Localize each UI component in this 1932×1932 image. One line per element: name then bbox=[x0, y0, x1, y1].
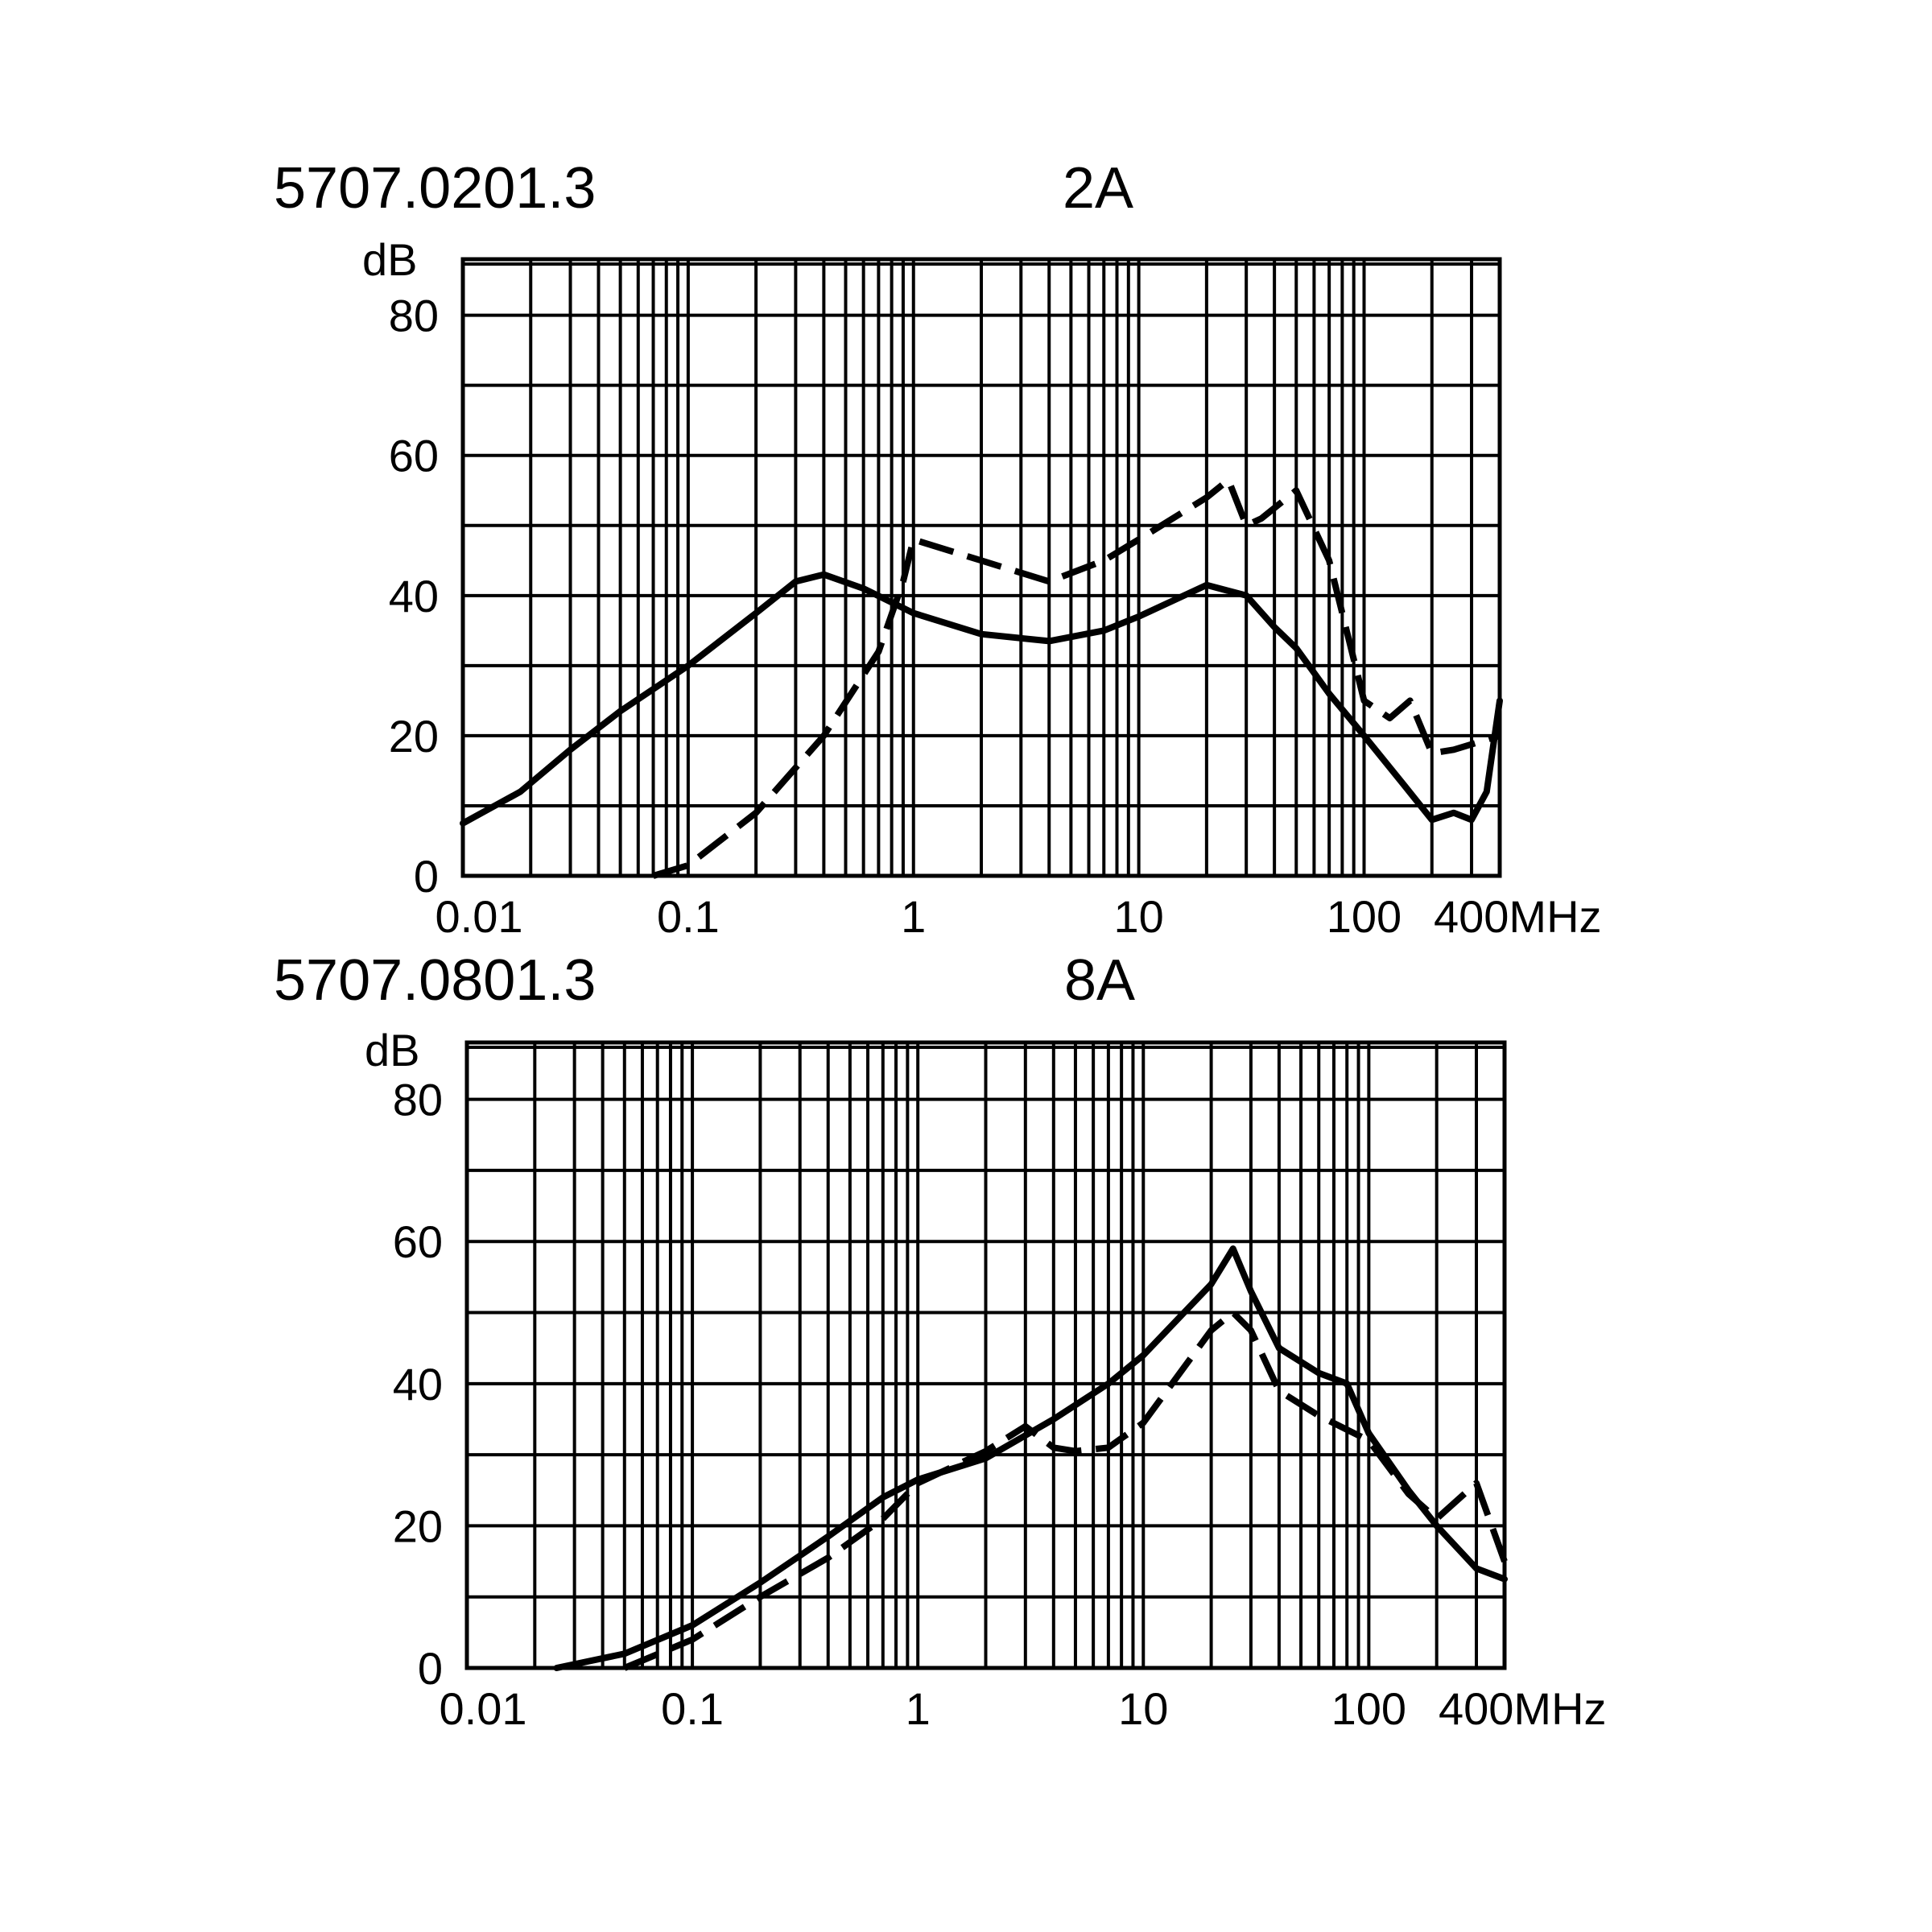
x-tick-label: 0.01 bbox=[440, 1683, 527, 1734]
chart-title: 5707.0801.3 bbox=[274, 948, 596, 1013]
y-tick-label: 20 bbox=[393, 1501, 443, 1551]
y-tick-labels: 0 20 40 60 80 bbox=[393, 1075, 443, 1694]
y-tick-label: 40 bbox=[393, 1359, 443, 1410]
chart-subtitle: 8A bbox=[1064, 948, 1135, 1013]
y-tick-label: 80 bbox=[389, 291, 439, 341]
x-tick-label: 10 bbox=[1118, 1683, 1168, 1734]
x-tick-label: 0.1 bbox=[657, 891, 720, 942]
x-tick-label: 0.01 bbox=[436, 891, 523, 942]
dashed-series-line bbox=[652, 477, 1501, 879]
plot-frame bbox=[460, 257, 1502, 878]
x-tick-label: 100 bbox=[1327, 891, 1402, 942]
x-tick-labels: 0.01 0.1 1 10 100 400MHz bbox=[440, 1683, 1607, 1734]
solid-series-line bbox=[460, 571, 1503, 827]
x-tick-label: 1 bbox=[906, 1683, 931, 1734]
x-tick-label: 0.1 bbox=[661, 1683, 724, 1734]
y-tick-label: 0 bbox=[418, 1643, 443, 1694]
dashed-series-line bbox=[623, 1309, 1508, 1671]
y-tick-label: 40 bbox=[389, 571, 439, 621]
y-tick-label: 60 bbox=[389, 431, 439, 481]
y-axis-label: dB bbox=[365, 1025, 420, 1075]
chart-title: 5707.0201.3 bbox=[274, 156, 596, 221]
x-tick-label: 1 bbox=[901, 891, 926, 942]
series-lines bbox=[460, 477, 1503, 879]
grid bbox=[465, 1042, 1506, 1668]
series-lines bbox=[553, 1245, 1508, 1671]
y-tick-label: 20 bbox=[389, 711, 439, 762]
x-tick-label: 400MHz bbox=[1434, 891, 1602, 942]
x-tick-label: 100 bbox=[1331, 1683, 1406, 1734]
chart-subtitle: 2A bbox=[1063, 156, 1133, 221]
y-tick-label: 60 bbox=[393, 1216, 443, 1267]
x-tick-label: 10 bbox=[1113, 891, 1163, 942]
x-tick-label: 400MHz bbox=[1439, 1683, 1607, 1734]
plot-frame bbox=[464, 1040, 1507, 1670]
y-tick-label: 0 bbox=[414, 851, 439, 902]
x-tick-labels: 0.01 0.1 1 10 100 400MHz bbox=[436, 891, 1602, 942]
chart-2a: 5707.0201.3 2A dB 0.01 0.1 1 10 100 400MHz 0 2… bbox=[274, 156, 1602, 942]
y-tick-labels: 0 20 40 60 80 bbox=[389, 291, 439, 902]
chart-8a: 5707.0801.3 8A dB 0.01 0.1 1 10 100 400MHz 0 2… bbox=[274, 948, 1607, 1734]
grid bbox=[461, 259, 1501, 876]
y-axis-label: dB bbox=[362, 234, 418, 285]
y-tick-label: 80 bbox=[393, 1075, 443, 1125]
